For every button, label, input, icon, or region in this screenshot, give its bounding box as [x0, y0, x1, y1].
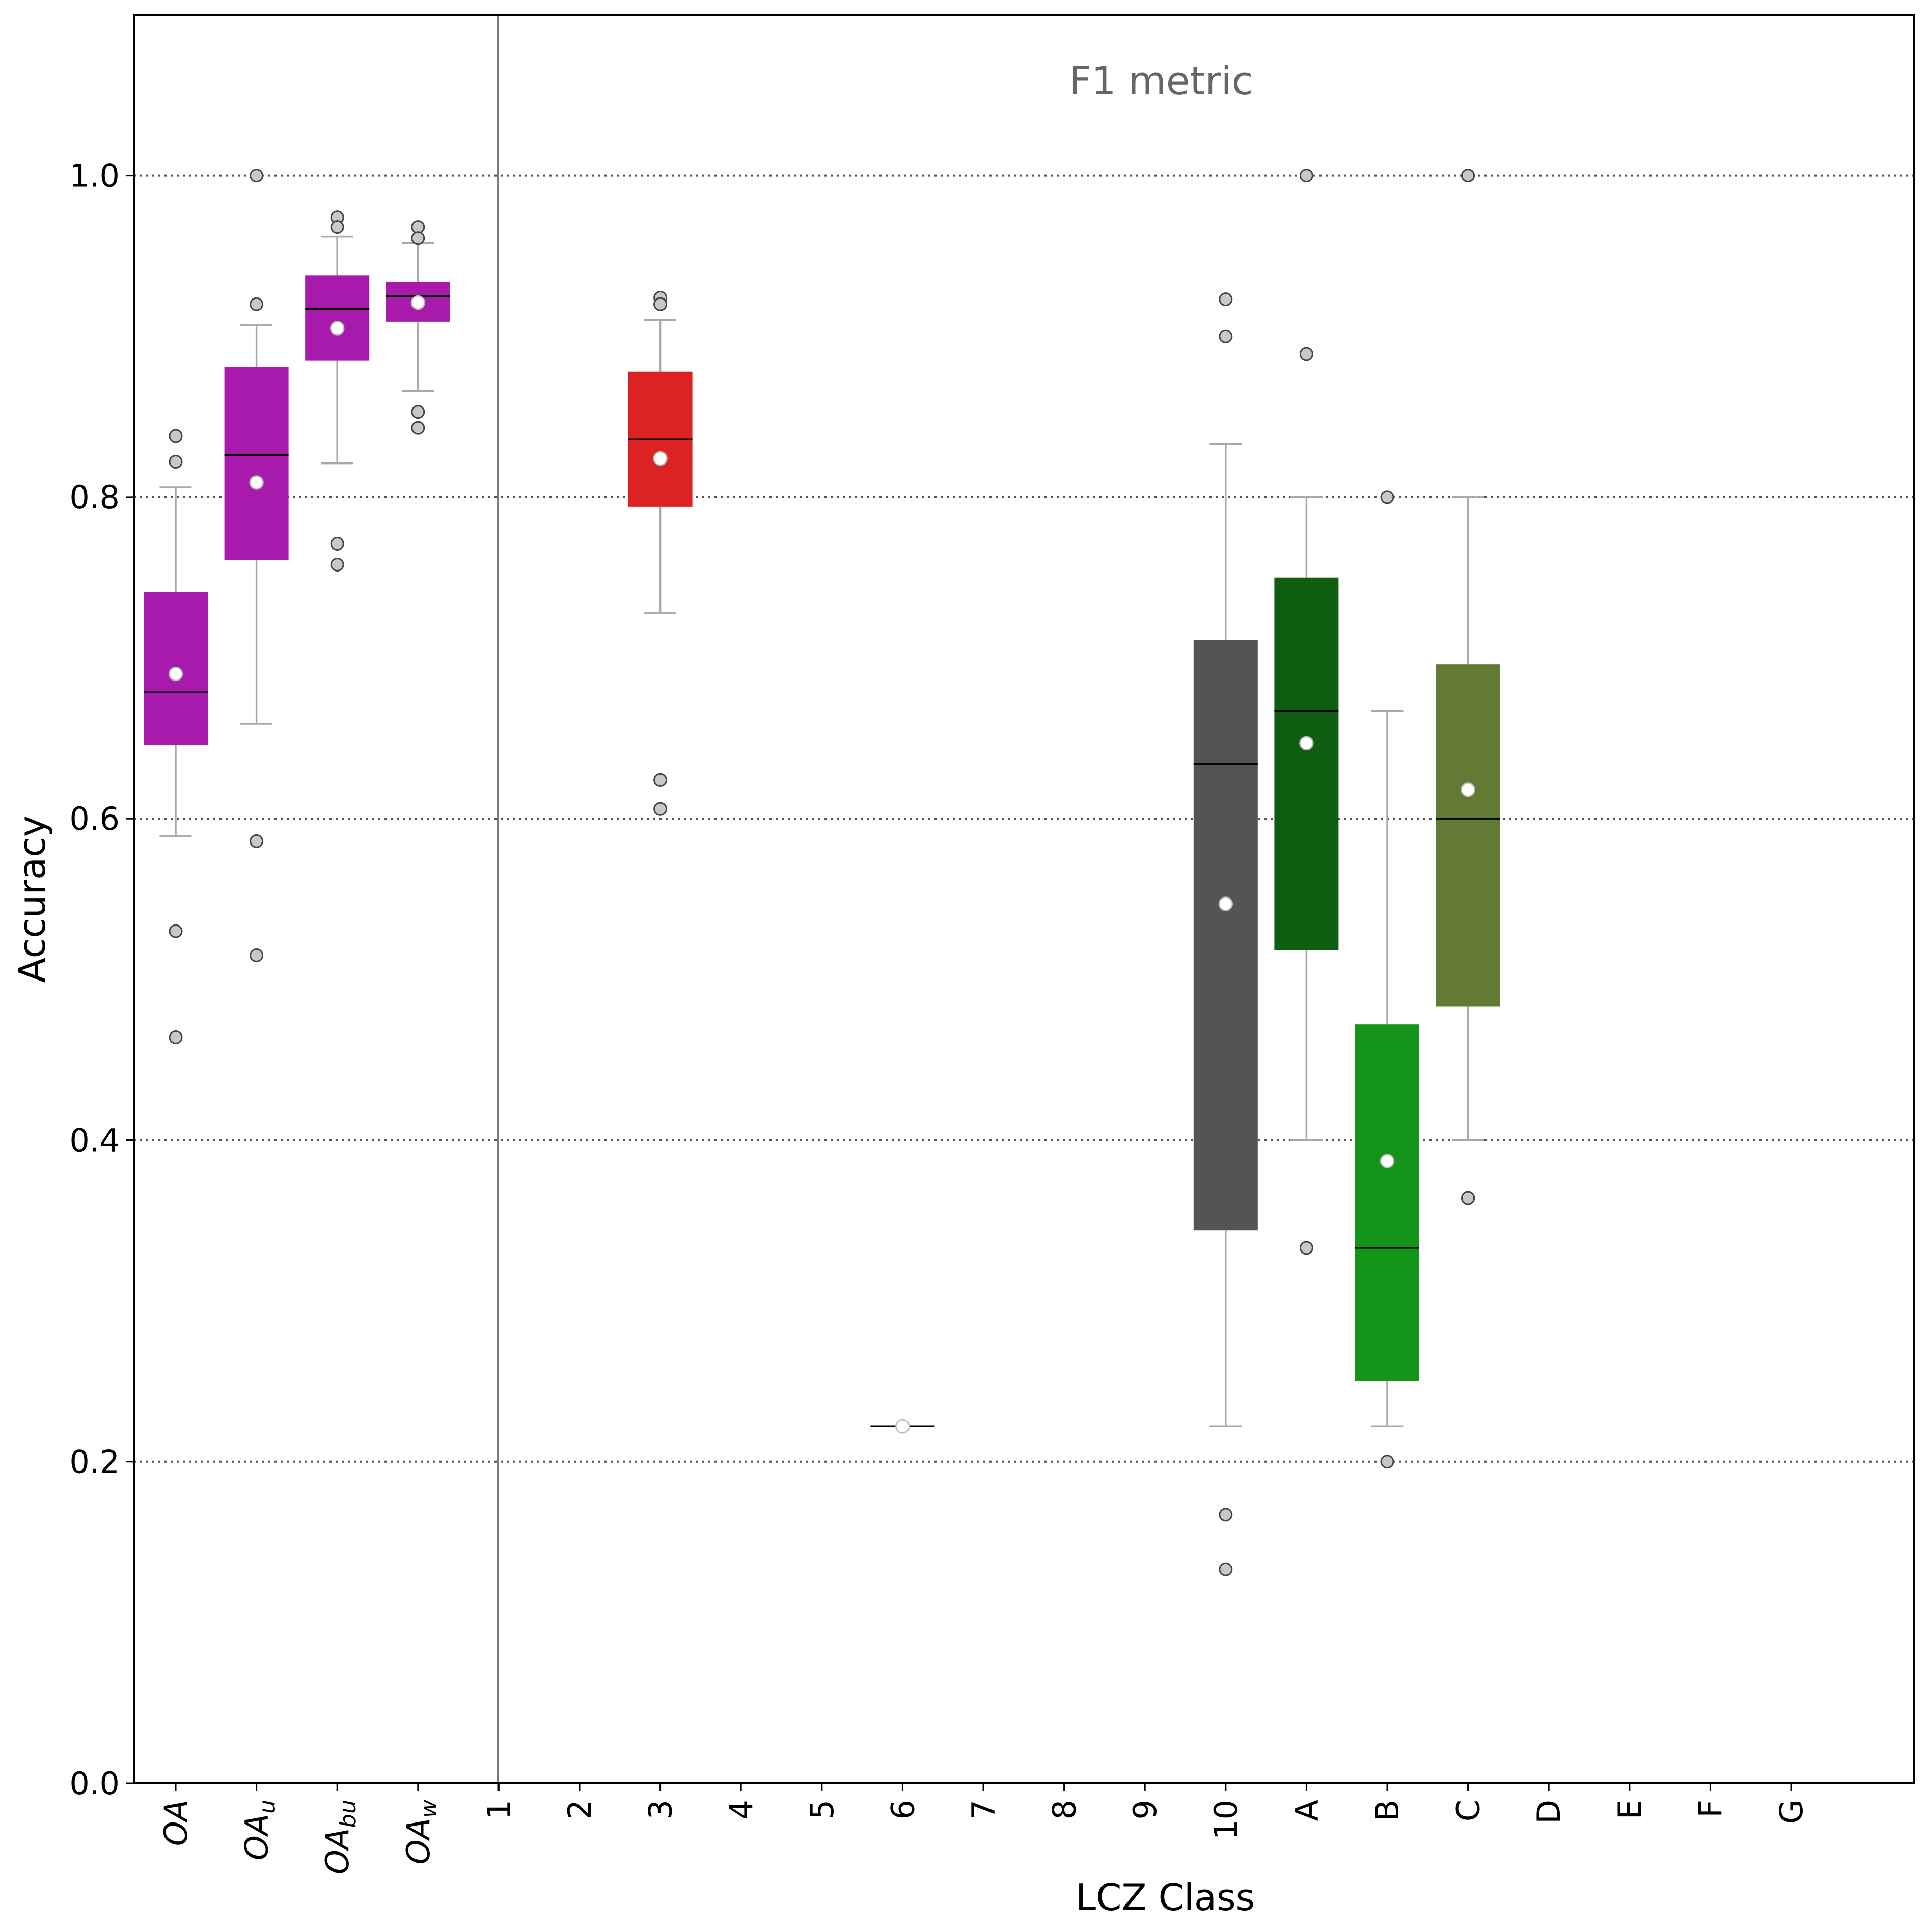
mean-marker [1218, 896, 1233, 911]
mean-marker [1461, 782, 1475, 797]
outlier-point [411, 220, 425, 234]
box-body [224, 367, 289, 560]
x-axis: OA OAu OAbu OAw 1 2 3 4 5 6 7 8 9 10 A B C D E F G [157, 1783, 1810, 1874]
box-10 [1193, 292, 1258, 1576]
y-tick-label: 0.2 [69, 1444, 120, 1481]
outlier-point [411, 421, 425, 435]
outlier-point [250, 297, 264, 311]
outlier-point [1461, 169, 1475, 183]
outlier-point [1299, 1241, 1313, 1255]
box-series [144, 169, 1500, 1576]
x-tick-label: 1 [480, 1800, 517, 1819]
outlier-point [653, 297, 668, 311]
plot-frame [133, 14, 1915, 1784]
y-tick-label: 0.6 [69, 800, 120, 837]
x-tick-label: A [1288, 1800, 1325, 1821]
outlier-point [1219, 292, 1233, 307]
box-oa-bu [305, 210, 370, 572]
x-tick-label: OAw [400, 1799, 442, 1864]
y-axis-title: Accuracy [11, 815, 53, 983]
x-tick-label: C [1450, 1800, 1487, 1821]
outlier-point [411, 405, 425, 419]
x-tick-label: B [1369, 1800, 1406, 1821]
x-tick-label: G [1773, 1800, 1810, 1824]
x-tick-label: F [1692, 1800, 1729, 1818]
outlier-point [1380, 1455, 1394, 1469]
chart-annotation: F1 metric [1069, 58, 1253, 103]
box-c [1436, 169, 1500, 1205]
mean-marker [1380, 1154, 1395, 1168]
x-axis-title: LCZ Class [1076, 1876, 1255, 1919]
mean-marker [895, 1419, 910, 1434]
outlier-point [411, 231, 425, 246]
outlier-point [1461, 1191, 1475, 1205]
y-axis: 0.0 0.2 0.4 0.6 0.8 1.0 [69, 157, 134, 1802]
box-b [1355, 490, 1419, 1469]
outlier-point [169, 454, 183, 469]
outlier-point [250, 948, 264, 962]
outlier-point [1219, 329, 1233, 343]
outlier-point [169, 429, 183, 443]
x-tick-label: D [1530, 1800, 1567, 1824]
x-tick-label: 10 [1207, 1800, 1245, 1840]
box-body [1193, 640, 1258, 1231]
box-6 [870, 1419, 935, 1434]
y-tick-label: 1.0 [69, 157, 120, 195]
box-3 [628, 291, 693, 816]
outlier-point [653, 802, 668, 816]
outlier-point [169, 924, 183, 938]
mean-marker [410, 295, 426, 310]
box-oa-w [386, 220, 450, 435]
mean-marker [249, 475, 264, 490]
outlier-point [330, 536, 344, 551]
outlier-point [1219, 1562, 1233, 1576]
outlier-point [1380, 490, 1394, 504]
outlier-point [1219, 1508, 1233, 1522]
outlier-point [250, 169, 264, 183]
x-tick-label: OA [157, 1800, 195, 1846]
outlier-point [330, 557, 344, 572]
x-tick-label: 6 [884, 1800, 921, 1819]
outlier-point [169, 1030, 183, 1044]
box-oa [144, 429, 208, 1044]
box-body [1436, 664, 1500, 1007]
x-tick-label: 4 [723, 1800, 760, 1819]
mean-marker [329, 321, 345, 336]
x-tick-label: OAu [238, 1800, 281, 1860]
box-body [1274, 577, 1339, 951]
y-tick-label: 0.0 [69, 1765, 120, 1802]
x-tick-label: OAbu [319, 1800, 361, 1874]
outlier-point [1299, 169, 1313, 183]
grid-lines [134, 174, 1914, 1784]
box-body [305, 275, 370, 361]
box-body [1355, 1024, 1419, 1381]
x-tick-label: 7 [965, 1800, 1002, 1819]
mean-marker [1299, 736, 1314, 751]
box-oa-u [224, 169, 289, 962]
outlier-point [250, 834, 264, 848]
x-tick-label: 5 [804, 1800, 841, 1819]
y-tick-label: 0.4 [69, 1122, 120, 1159]
x-tick-label: E [1611, 1800, 1648, 1819]
outlier-point [653, 773, 668, 787]
y-tick-label: 0.8 [69, 479, 120, 516]
x-tick-label: 8 [1046, 1800, 1083, 1819]
outlier-point [330, 220, 344, 234]
x-tick-label: 2 [561, 1800, 598, 1819]
x-tick-label: 3 [642, 1800, 679, 1819]
box-a [1274, 169, 1339, 1255]
mean-marker [653, 451, 668, 466]
x-tick-label: 9 [1126, 1800, 1164, 1819]
mean-marker [168, 666, 183, 682]
outlier-point [1299, 347, 1313, 361]
